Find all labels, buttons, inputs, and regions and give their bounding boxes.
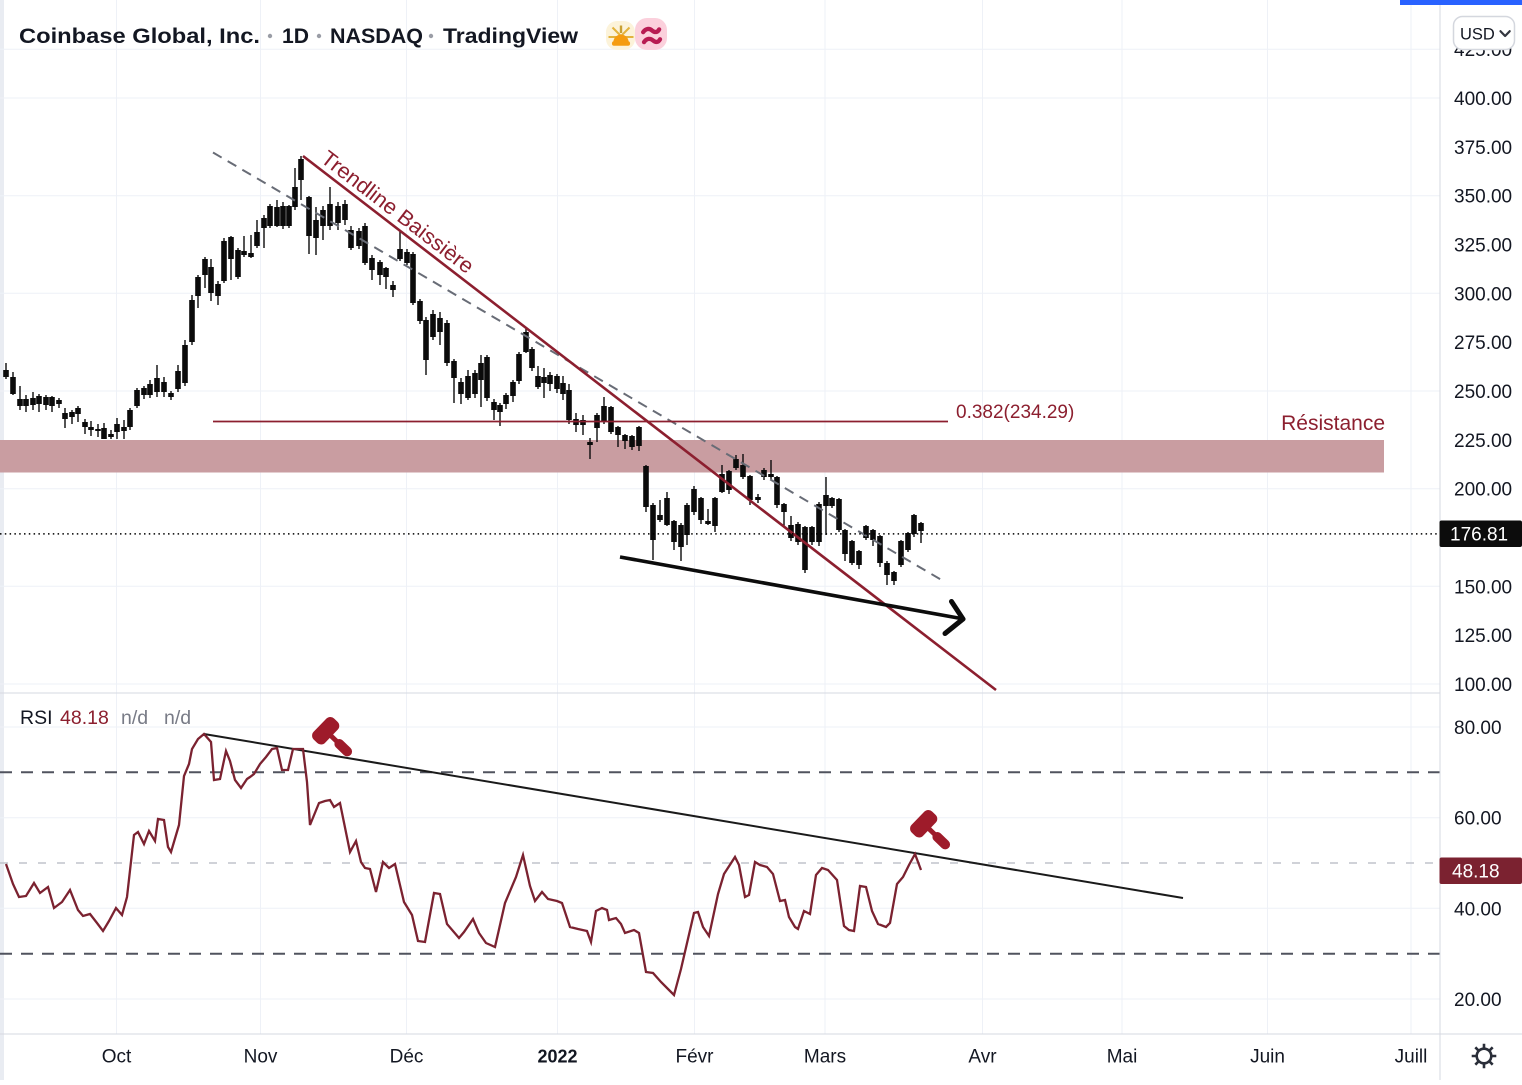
svg-text:375.00: 375.00 (1454, 138, 1512, 159)
svg-text:176.81: 176.81 (1450, 525, 1508, 546)
svg-text:225.00: 225.00 (1454, 431, 1512, 452)
svg-text:n/d: n/d (164, 707, 191, 729)
svg-text:Mars: Mars (804, 1047, 846, 1068)
svg-text:48.18: 48.18 (1452, 862, 1500, 883)
svg-text:200.00: 200.00 (1454, 480, 1512, 501)
svg-text:1D: 1D (282, 24, 309, 48)
svg-text:Juill: Juill (1395, 1047, 1428, 1068)
svg-text:Oct: Oct (102, 1047, 132, 1068)
svg-text:350.00: 350.00 (1454, 187, 1512, 208)
svg-text:Coinbase Global, Inc.: Coinbase Global, Inc. (19, 24, 260, 48)
svg-text:TradingView: TradingView (443, 24, 578, 48)
svg-text:RSI: RSI (20, 707, 53, 729)
svg-text:300.00: 300.00 (1454, 284, 1512, 305)
svg-text:80.00: 80.00 (1454, 718, 1502, 739)
svg-text:Avr: Avr (968, 1047, 997, 1068)
svg-text:125.00: 125.00 (1454, 626, 1512, 647)
svg-text:Févr: Févr (676, 1047, 715, 1068)
svg-text:n/d: n/d (121, 707, 148, 729)
svg-text:Déc: Déc (390, 1047, 424, 1068)
svg-text:20.00: 20.00 (1454, 990, 1502, 1011)
svg-text:USD: USD (1460, 26, 1495, 44)
svg-text:0.382(234.29): 0.382(234.29) (956, 402, 1074, 423)
svg-text:100.00: 100.00 (1454, 675, 1512, 696)
svg-text:250.00: 250.00 (1454, 382, 1512, 403)
svg-text:2022: 2022 (537, 1047, 577, 1067)
svg-text:40.00: 40.00 (1454, 899, 1502, 920)
svg-text:Juin: Juin (1250, 1047, 1285, 1068)
svg-text:400.00: 400.00 (1454, 89, 1512, 110)
svg-text:325.00: 325.00 (1454, 236, 1512, 257)
svg-text:48.18: 48.18 (60, 707, 109, 729)
svg-text:275.00: 275.00 (1454, 333, 1512, 354)
svg-text:Nov: Nov (244, 1047, 278, 1068)
svg-text:60.00: 60.00 (1454, 809, 1502, 830)
svg-text:NASDAQ: NASDAQ (330, 24, 423, 48)
svg-text:150.00: 150.00 (1454, 577, 1512, 598)
svg-text:Résistance: Résistance (1281, 412, 1385, 435)
svg-text:Mai: Mai (1107, 1047, 1138, 1068)
